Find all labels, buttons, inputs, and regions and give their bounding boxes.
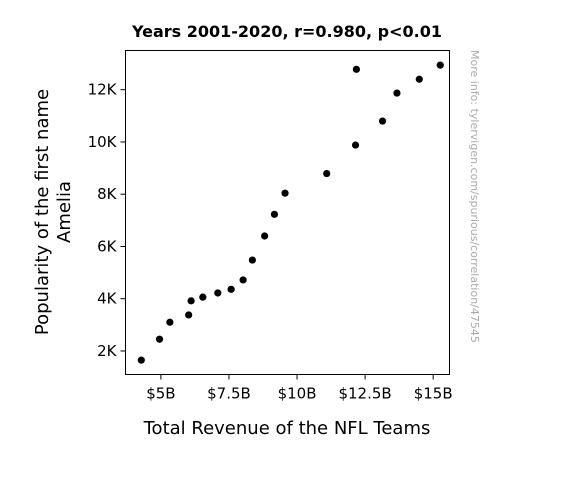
y-tick-label: 12K xyxy=(88,81,118,99)
data-point xyxy=(393,89,401,97)
data-point xyxy=(323,169,331,178)
y-tick-label: 4K xyxy=(97,290,118,308)
y-tick-label: 2K xyxy=(97,342,118,360)
x-tick-label: $10B xyxy=(278,385,317,403)
data-point xyxy=(155,335,164,343)
x-tick-label: $12.5B xyxy=(338,385,391,403)
y-axis-label: Popularity of the first name Amelia xyxy=(32,89,75,335)
y-axis-ticks: 2K 4K 6K 8K 10K 12K xyxy=(88,81,126,360)
data-point xyxy=(185,311,193,319)
data-point xyxy=(187,297,195,305)
plot-frame xyxy=(125,50,450,375)
data-point xyxy=(248,256,256,264)
y-tick-label: 8K xyxy=(97,185,118,203)
data-point xyxy=(227,285,235,293)
data-points xyxy=(137,61,444,364)
watermark-text: More info: tylervigen.com/spurious/corre… xyxy=(468,50,481,343)
x-tick-label: $15B xyxy=(414,385,453,403)
data-point xyxy=(436,61,444,69)
data-point xyxy=(352,65,360,73)
data-point xyxy=(281,189,289,197)
data-point xyxy=(199,293,207,301)
x-axis-label: Total Revenue of the NFL Teams xyxy=(143,418,431,439)
y-tick-label: 10K xyxy=(88,133,118,151)
x-axis-ticks: $5B $7.5B $10B $12.5B $15B xyxy=(146,374,453,403)
data-point xyxy=(137,356,145,364)
data-point xyxy=(378,117,387,125)
data-point xyxy=(261,232,269,240)
data-point xyxy=(214,289,222,297)
data-point xyxy=(351,141,360,149)
chart-title: Years 2001-2020, r=0.980, p<0.01 xyxy=(131,22,442,41)
y-tick-label: 6K xyxy=(97,237,118,255)
data-point xyxy=(270,210,279,218)
x-tick-label: $5B xyxy=(146,385,175,403)
data-point xyxy=(166,318,174,326)
y-axis-label-line-1: Popularity of the first name xyxy=(32,89,53,335)
y-axis-label-line-2: Amelia xyxy=(54,181,75,243)
x-tick-label: $7.5B xyxy=(207,385,251,403)
data-point xyxy=(239,276,247,284)
data-point xyxy=(415,75,423,83)
